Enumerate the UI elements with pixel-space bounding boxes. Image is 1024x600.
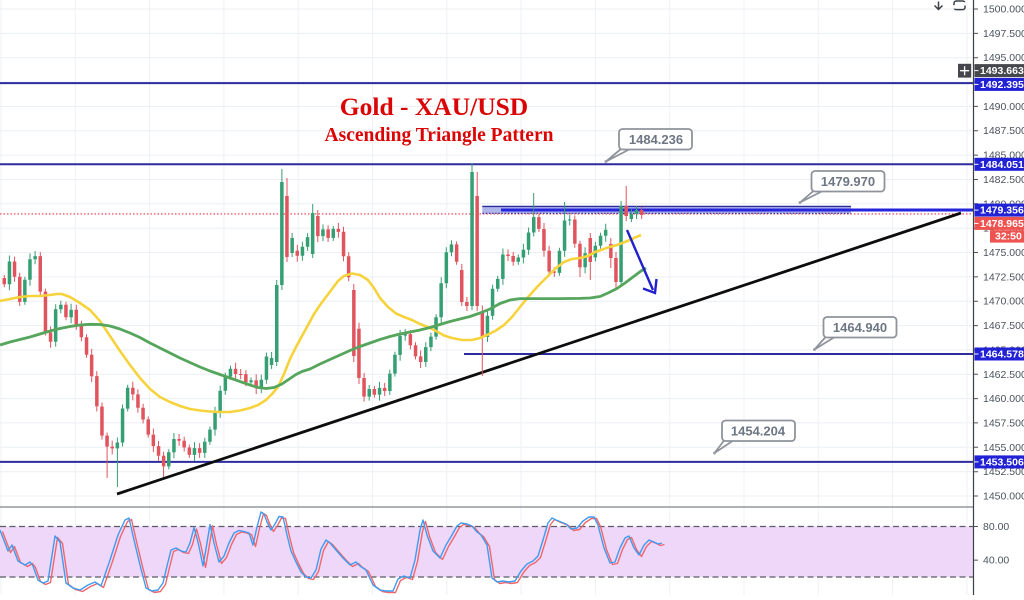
svg-text:1484.236: 1484.236 <box>629 132 683 147</box>
svg-text:1487.500: 1487.500 <box>983 125 1024 137</box>
svg-text:1492.395: 1492.395 <box>980 79 1024 91</box>
svg-text:1464.578: 1464.578 <box>980 349 1024 361</box>
svg-text:1462.500: 1462.500 <box>983 369 1024 381</box>
svg-text:1484.051: 1484.051 <box>980 159 1024 171</box>
svg-text:1479.356: 1479.356 <box>980 205 1024 217</box>
svg-text:1495.000: 1495.000 <box>983 52 1024 64</box>
svg-text:1497.500: 1497.500 <box>983 28 1024 40</box>
svg-text:1450.000: 1450.000 <box>983 491 1024 503</box>
svg-text:1500.000: 1500.000 <box>983 4 1024 16</box>
svg-text:1482.500: 1482.500 <box>983 174 1024 186</box>
svg-text:1460.000: 1460.000 <box>983 393 1024 405</box>
svg-text:1454.204: 1454.204 <box>731 423 786 438</box>
svg-text:Ascending Triangle Pattern: Ascending Triangle Pattern <box>325 125 554 146</box>
svg-text:1479.970: 1479.970 <box>821 174 875 189</box>
svg-text:1472.500: 1472.500 <box>983 271 1024 283</box>
svg-text:1464.940: 1464.940 <box>833 320 887 335</box>
svg-text:1490.000: 1490.000 <box>983 101 1024 113</box>
svg-text:1467.500: 1467.500 <box>983 320 1024 332</box>
svg-text:1478.965: 1478.965 <box>980 218 1024 230</box>
svg-text:1475.000: 1475.000 <box>983 247 1024 259</box>
svg-text:40.00: 40.00 <box>983 555 1009 567</box>
svg-text:1453.506: 1453.506 <box>980 456 1024 468</box>
svg-text:32:50: 32:50 <box>995 231 1022 243</box>
svg-text:80.00: 80.00 <box>983 521 1009 533</box>
svg-text:Gold - XAU/USD: Gold - XAU/USD <box>340 92 528 121</box>
svg-text:1470.000: 1470.000 <box>983 296 1024 308</box>
svg-text:1457.500: 1457.500 <box>983 417 1024 429</box>
svg-text:1493.663: 1493.663 <box>980 65 1024 77</box>
svg-text:1455.000: 1455.000 <box>983 442 1024 454</box>
